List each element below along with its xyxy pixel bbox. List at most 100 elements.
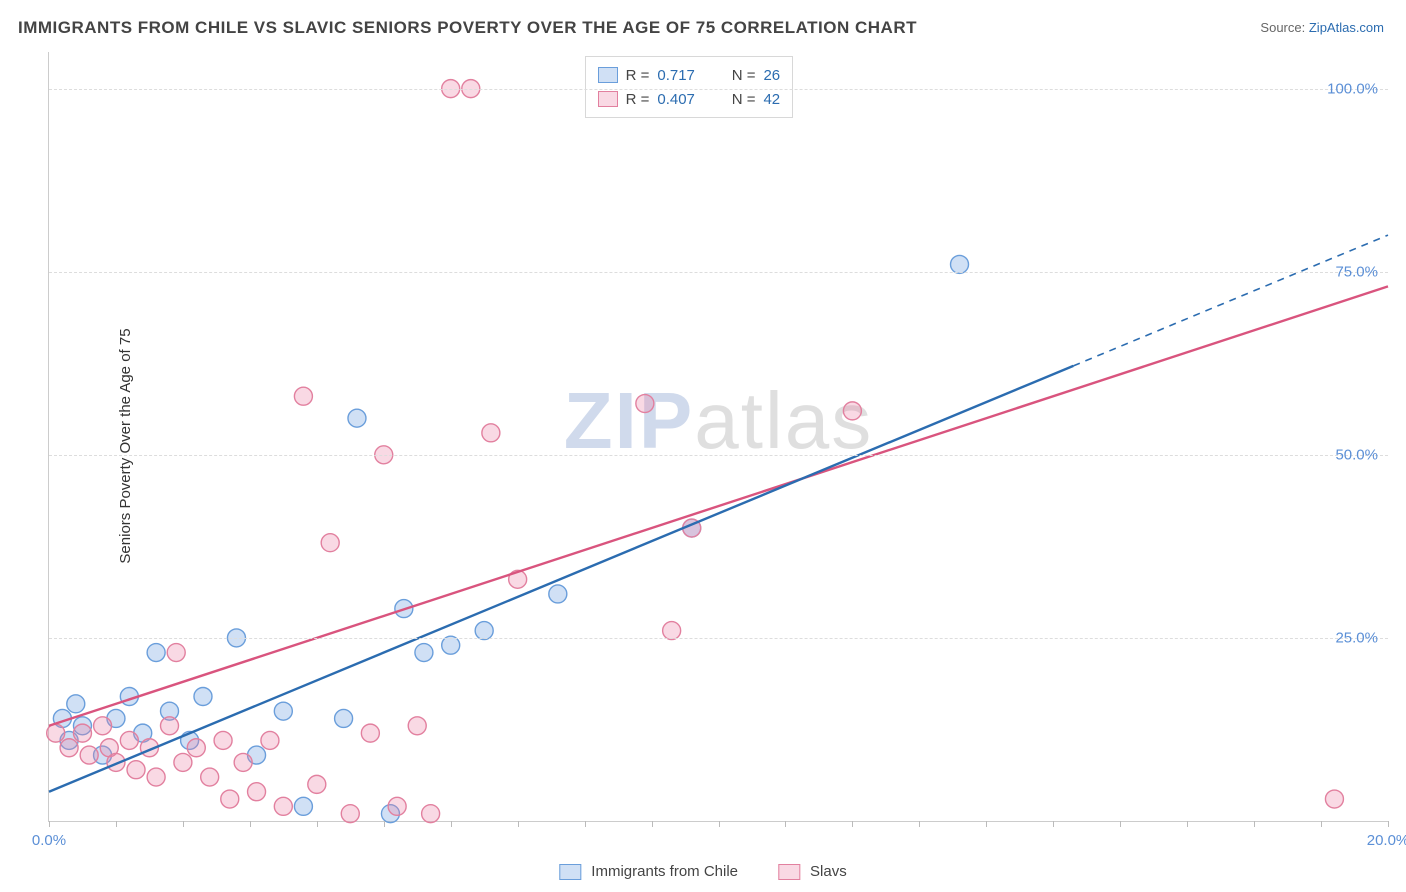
x-tick-mark	[250, 821, 251, 827]
data-point	[248, 783, 266, 801]
data-point	[147, 644, 165, 662]
chart-title: IMMIGRANTS FROM CHILE VS SLAVIC SENIORS …	[18, 18, 917, 38]
data-point	[147, 768, 165, 786]
gridline	[49, 638, 1388, 639]
data-point	[951, 255, 969, 273]
x-tick-mark	[1187, 821, 1188, 827]
source-credit: Source: ZipAtlas.com	[1260, 20, 1384, 35]
data-point	[321, 534, 339, 552]
data-point	[294, 797, 312, 815]
data-point	[214, 731, 232, 749]
gridline	[49, 272, 1388, 273]
data-point	[294, 387, 312, 405]
data-point	[422, 805, 440, 823]
data-point	[187, 739, 205, 757]
data-point	[408, 717, 426, 735]
data-point	[161, 717, 179, 735]
x-tick-mark	[451, 821, 452, 827]
trend-line-dashed	[1073, 235, 1388, 366]
x-tick-mark	[116, 821, 117, 827]
chart-plot-area: ZIPatlas R = 0.717 N = 26R = 0.407 N = 4…	[48, 52, 1388, 822]
data-point	[127, 761, 145, 779]
data-point	[261, 731, 279, 749]
data-point	[67, 695, 85, 713]
x-tick-mark	[1388, 821, 1389, 827]
legend-row: R = 0.407 N = 42	[598, 87, 781, 111]
chart-svg	[49, 52, 1388, 821]
x-tick-mark	[919, 821, 920, 827]
x-tick-mark	[986, 821, 987, 827]
data-point	[1325, 790, 1343, 808]
data-point	[388, 797, 406, 815]
data-point	[341, 805, 359, 823]
data-point	[274, 702, 292, 720]
data-point	[482, 424, 500, 442]
legend-n-value: 26	[763, 67, 780, 84]
x-tick-mark	[384, 821, 385, 827]
legend-series: Immigrants from Chile Slavs	[559, 863, 846, 880]
x-tick-mark	[49, 821, 50, 827]
x-tick-mark	[1120, 821, 1121, 827]
x-tick-mark	[785, 821, 786, 827]
x-tick-mark	[317, 821, 318, 827]
legend-n-label: N =	[723, 91, 755, 108]
data-point	[120, 731, 138, 749]
data-point	[636, 395, 654, 413]
data-point	[80, 746, 98, 764]
data-point	[843, 402, 861, 420]
gridline	[49, 89, 1388, 90]
x-tick-label: 20.0%	[1367, 832, 1406, 849]
data-point	[361, 724, 379, 742]
data-point	[167, 644, 185, 662]
data-point	[308, 775, 326, 793]
data-point	[201, 768, 219, 786]
data-point	[442, 636, 460, 654]
x-tick-mark	[852, 821, 853, 827]
legend-item: Slavs	[778, 863, 847, 880]
data-point	[348, 409, 366, 427]
legend-label: Immigrants from Chile	[591, 863, 738, 880]
data-point	[194, 687, 212, 705]
legend-r-value: 0.407	[657, 91, 715, 108]
x-tick-mark	[652, 821, 653, 827]
x-tick-label: 0.0%	[32, 832, 66, 849]
legend-r-label: R =	[626, 67, 650, 84]
source-link[interactable]: ZipAtlas.com	[1309, 20, 1384, 35]
x-tick-mark	[1254, 821, 1255, 827]
legend-item: Immigrants from Chile	[559, 863, 738, 880]
x-tick-mark	[518, 821, 519, 827]
legend-r-label: R =	[626, 91, 650, 108]
legend-swatch	[559, 864, 581, 880]
data-point	[174, 753, 192, 771]
legend-n-value: 42	[763, 91, 780, 108]
source-label: Source:	[1260, 20, 1305, 35]
data-point	[94, 717, 112, 735]
y-tick-label: 75.0%	[1335, 263, 1378, 280]
data-point	[663, 622, 681, 640]
data-point	[234, 753, 252, 771]
data-point	[60, 739, 78, 757]
data-point	[221, 790, 239, 808]
x-tick-mark	[183, 821, 184, 827]
data-point	[335, 709, 353, 727]
legend-label: Slavs	[810, 863, 847, 880]
trend-line	[49, 286, 1388, 725]
legend-r-value: 0.717	[657, 67, 715, 84]
y-tick-label: 100.0%	[1327, 80, 1378, 97]
gridline	[49, 455, 1388, 456]
x-tick-mark	[1321, 821, 1322, 827]
x-tick-mark	[719, 821, 720, 827]
legend-swatch	[598, 67, 618, 83]
data-point	[475, 622, 493, 640]
x-tick-mark	[1053, 821, 1054, 827]
trend-line	[49, 366, 1073, 792]
data-point	[415, 644, 433, 662]
legend-correlation: R = 0.717 N = 26R = 0.407 N = 42	[585, 56, 794, 118]
legend-swatch	[778, 864, 800, 880]
data-point	[549, 585, 567, 603]
y-tick-label: 50.0%	[1335, 446, 1378, 463]
legend-swatch	[598, 91, 618, 107]
x-tick-mark	[585, 821, 586, 827]
legend-row: R = 0.717 N = 26	[598, 63, 781, 87]
y-tick-label: 25.0%	[1335, 629, 1378, 646]
